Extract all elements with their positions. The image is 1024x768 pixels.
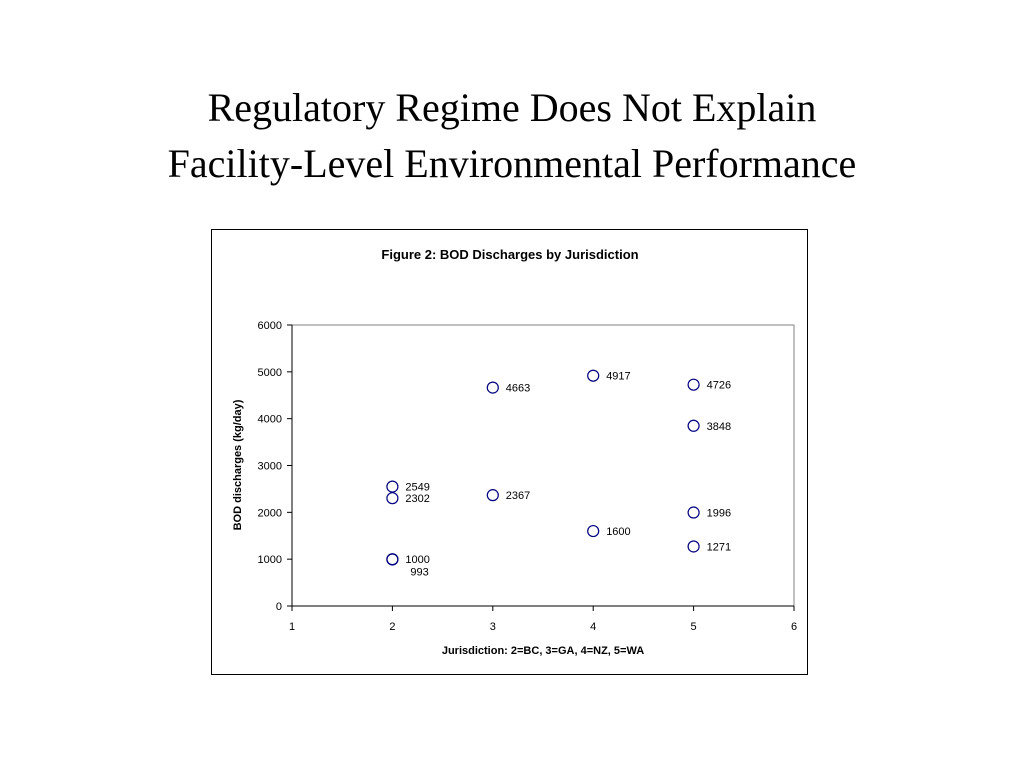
data-label: 4726 xyxy=(707,380,731,392)
scatter-chart: Figure 2: BOD Discharges by Jurisdiction… xyxy=(232,247,798,657)
data-label: 1000 xyxy=(405,554,429,566)
x-tick-label: 6 xyxy=(791,621,797,633)
data-point xyxy=(587,369,600,382)
y-tick-label: 5000 xyxy=(258,367,282,379)
data-point xyxy=(386,480,399,493)
data-label: 3848 xyxy=(707,421,731,433)
chart-title: Figure 2: BOD Discharges by Jurisdiction xyxy=(381,247,638,262)
slide-title-line-2: Facility-Level Environmental Performance xyxy=(167,141,857,186)
data-label: 2367 xyxy=(506,490,530,502)
data-point xyxy=(486,489,499,502)
y-tick-label: 0 xyxy=(276,601,282,613)
data-point xyxy=(687,506,700,519)
data-point xyxy=(386,492,399,505)
x-tick-label: 1 xyxy=(289,621,295,633)
y-tick-label: 4000 xyxy=(258,414,282,426)
data-label: 1600 xyxy=(606,526,630,538)
y-tick-label: 2000 xyxy=(258,507,282,519)
data-label: 1996 xyxy=(707,508,731,520)
x-tick-label: 2 xyxy=(389,621,395,633)
data-label: 993 xyxy=(410,566,428,578)
data-point xyxy=(386,553,399,566)
data-label: 4663 xyxy=(506,383,530,395)
data-point xyxy=(687,540,700,553)
x-axis-label: Jurisdiction: 2=BC, 3=GA, 4=NZ, 5=WA xyxy=(442,645,644,657)
chart-frame: Figure 2: BOD Discharges by Jurisdiction… xyxy=(211,229,808,675)
axes: 0 1000 2000 3000 4000 5000 6000 1 2 3 4 5 6 xyxy=(258,320,798,633)
data-label: 2302 xyxy=(405,493,429,505)
y-tick-label: 1000 xyxy=(258,554,282,566)
slide-title-line-1: Regulatory Regime Does Not Explain xyxy=(207,85,817,130)
y-axis-label: BOD discharges (kg/day) xyxy=(232,399,244,530)
data-label: 2549 xyxy=(405,482,429,494)
x-tick-label: 3 xyxy=(490,621,496,633)
data-point xyxy=(687,378,700,391)
slide-title: Regulatory Regime Does Not Explain Facil… xyxy=(0,80,1024,192)
data-point xyxy=(486,381,499,394)
data-label: 1271 xyxy=(707,541,731,553)
data-point xyxy=(687,419,700,432)
plot-area xyxy=(291,324,795,607)
data-label: 4917 xyxy=(606,371,630,383)
x-tick-label: 4 xyxy=(590,621,596,633)
y-tick-label: 3000 xyxy=(258,461,282,473)
x-tick-label: 5 xyxy=(691,621,697,633)
y-tick-label: 6000 xyxy=(258,320,282,332)
data-point xyxy=(587,524,600,538)
